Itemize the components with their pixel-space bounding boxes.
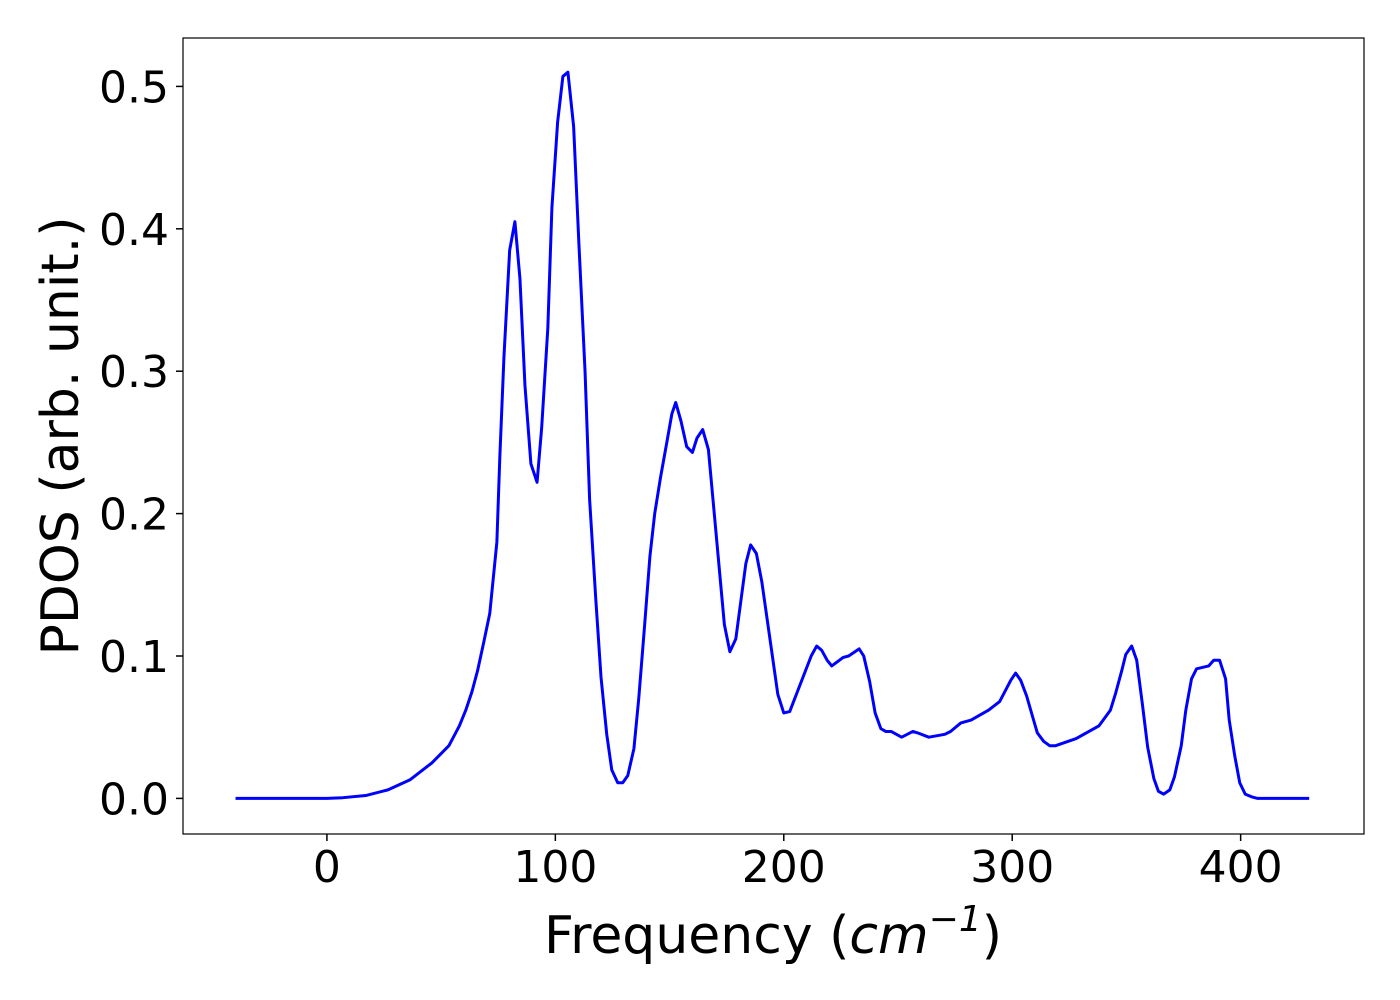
x-tick-label: 200 bbox=[742, 842, 826, 893]
x-label-prefix: Frequency ( bbox=[544, 906, 849, 966]
y-axis-label: PDOS (arb. unit.) bbox=[31, 216, 91, 655]
y-tick-label: 0.5 bbox=[99, 62, 169, 113]
y-tick-label: 0.4 bbox=[99, 205, 169, 256]
x-label-exponent: −1 bbox=[929, 899, 982, 940]
x-tick-label: 100 bbox=[513, 842, 597, 893]
y-tick-label: 0.2 bbox=[99, 490, 169, 541]
data-line bbox=[235, 70, 1310, 800]
x-label-unit: cm bbox=[849, 906, 928, 966]
y-tick-label: 0.3 bbox=[99, 347, 169, 398]
plot-frame bbox=[182, 37, 1365, 835]
x-tick-label: 300 bbox=[970, 842, 1054, 893]
x-label-suffix: ) bbox=[982, 906, 1002, 966]
x-axis-label: Frequency (cm−1) bbox=[544, 899, 1002, 966]
y-tick-label: 0.0 bbox=[99, 774, 169, 825]
y-tick-label: 0.1 bbox=[99, 632, 169, 683]
x-tick-label: 400 bbox=[1199, 842, 1283, 893]
x-tick-label: 0 bbox=[313, 842, 341, 893]
